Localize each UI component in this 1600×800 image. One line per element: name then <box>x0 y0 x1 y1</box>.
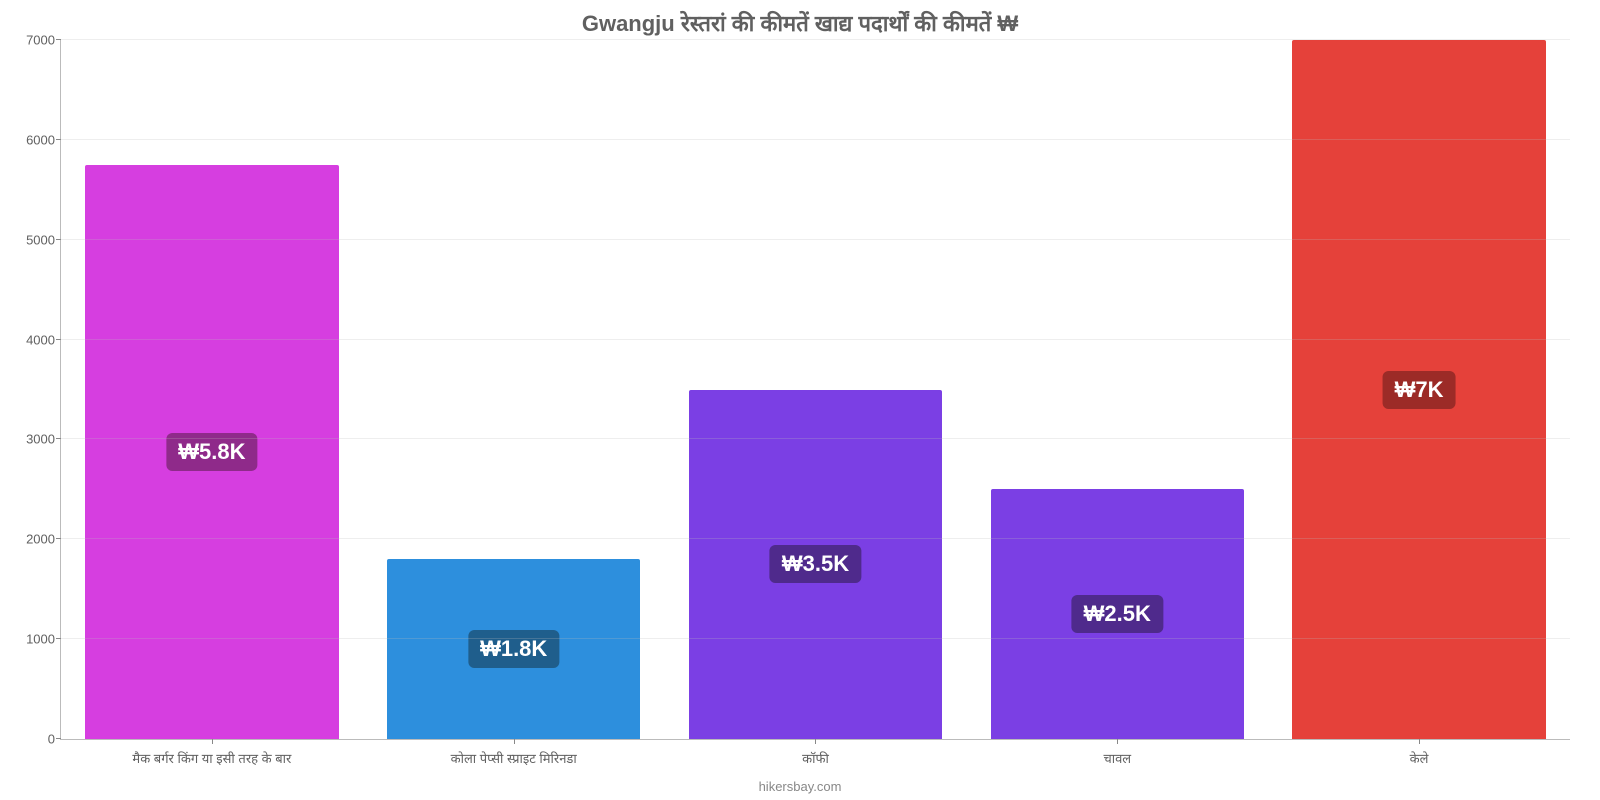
gridline <box>61 139 1570 140</box>
chart-title: Gwangju रेस्तरां की कीमतें खाद्य पदार्थो… <box>0 0 1600 38</box>
ytick-label: 6000 <box>13 132 55 147</box>
bar-slot: ₩2.5Kचावल <box>966 40 1268 739</box>
xtick-mark <box>514 739 515 744</box>
ytick-label: 5000 <box>13 232 55 247</box>
ytick-mark <box>56 139 61 140</box>
chart-footer-credit: hikersbay.com <box>0 779 1600 794</box>
xtick-mark <box>1117 739 1118 744</box>
bars-container: ₩5.8Kमैक बर्गर किंग या इसी तरह के बार₩1.… <box>61 40 1570 739</box>
xtick-label: चावल <box>1103 749 1131 767</box>
xtick-mark <box>212 739 213 744</box>
xtick-mark <box>1419 739 1420 744</box>
ytick-label: 0 <box>13 732 55 747</box>
ytick-mark <box>56 339 61 340</box>
ytick-mark <box>56 239 61 240</box>
xtick-mark <box>815 739 816 744</box>
bar-slot: ₩1.8Kकोला पेप्सी स्प्राइट मिरिनडा <box>363 40 665 739</box>
gridline <box>61 538 1570 539</box>
ytick-label: 2000 <box>13 532 55 547</box>
bar-slot: ₩3.5Kकॉफी <box>665 40 967 739</box>
ytick-label: 4000 <box>13 332 55 347</box>
ytick-mark <box>56 638 61 639</box>
value-badge: ₩3.5K <box>770 545 861 583</box>
ytick-label: 1000 <box>13 632 55 647</box>
ytick-label: 7000 <box>13 33 55 48</box>
ytick-mark <box>56 538 61 539</box>
xtick-label: केले <box>1410 749 1429 767</box>
bar-slot: ₩7Kकेले <box>1268 40 1570 739</box>
gridline <box>61 339 1570 340</box>
bar-slot: ₩5.8Kमैक बर्गर किंग या इसी तरह के बार <box>61 40 363 739</box>
gridline <box>61 239 1570 240</box>
ytick-mark <box>56 438 61 439</box>
ytick-mark <box>56 738 61 739</box>
value-badge: ₩1.8K <box>468 630 559 668</box>
ytick-label: 3000 <box>13 432 55 447</box>
xtick-label: मैक बर्गर किंग या इसी तरह के बार <box>132 749 291 767</box>
xtick-label: कोला पेप्सी स्प्राइट मिरिनडा <box>451 749 577 767</box>
ytick-mark <box>56 39 61 40</box>
chart-plot-area: ₩5.8Kमैक बर्गर किंग या इसी तरह के बार₩1.… <box>60 40 1570 740</box>
gridline <box>61 638 1570 639</box>
xtick-label: कॉफी <box>802 749 829 767</box>
value-badge: ₩2.5K <box>1072 595 1163 633</box>
gridline <box>61 39 1570 40</box>
value-badge: ₩7K <box>1383 371 1456 409</box>
gridline <box>61 438 1570 439</box>
